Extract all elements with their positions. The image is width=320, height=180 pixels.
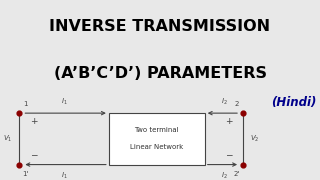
Text: 1: 1 [23,101,28,107]
Text: +: + [225,117,233,126]
Text: $V_2$: $V_2$ [250,134,259,144]
FancyBboxPatch shape [109,113,205,165]
Text: 2: 2 [235,101,239,107]
Text: Linear Network: Linear Network [130,144,183,150]
Text: −: − [225,150,233,159]
Point [241,112,246,115]
Point [17,112,22,115]
Point [241,163,246,166]
Text: $V_1$: $V_1$ [4,134,13,144]
Text: $I_2$: $I_2$ [221,97,227,107]
Text: −: − [30,150,37,159]
Text: 1': 1' [22,171,29,177]
Text: Two terminal: Two terminal [134,127,179,133]
Text: INVERSE TRANSMISSION: INVERSE TRANSMISSION [49,19,271,34]
Point [17,163,22,166]
Text: $I_1$: $I_1$ [61,171,67,180]
Text: $I_2$: $I_2$ [221,171,227,180]
Text: $I_1$: $I_1$ [61,97,67,107]
Text: +: + [30,117,37,126]
Text: (A’B’C’D’) PARAMETERS: (A’B’C’D’) PARAMETERS [53,66,267,81]
Text: (Hindi): (Hindi) [271,96,317,109]
Text: 2': 2' [234,171,240,177]
